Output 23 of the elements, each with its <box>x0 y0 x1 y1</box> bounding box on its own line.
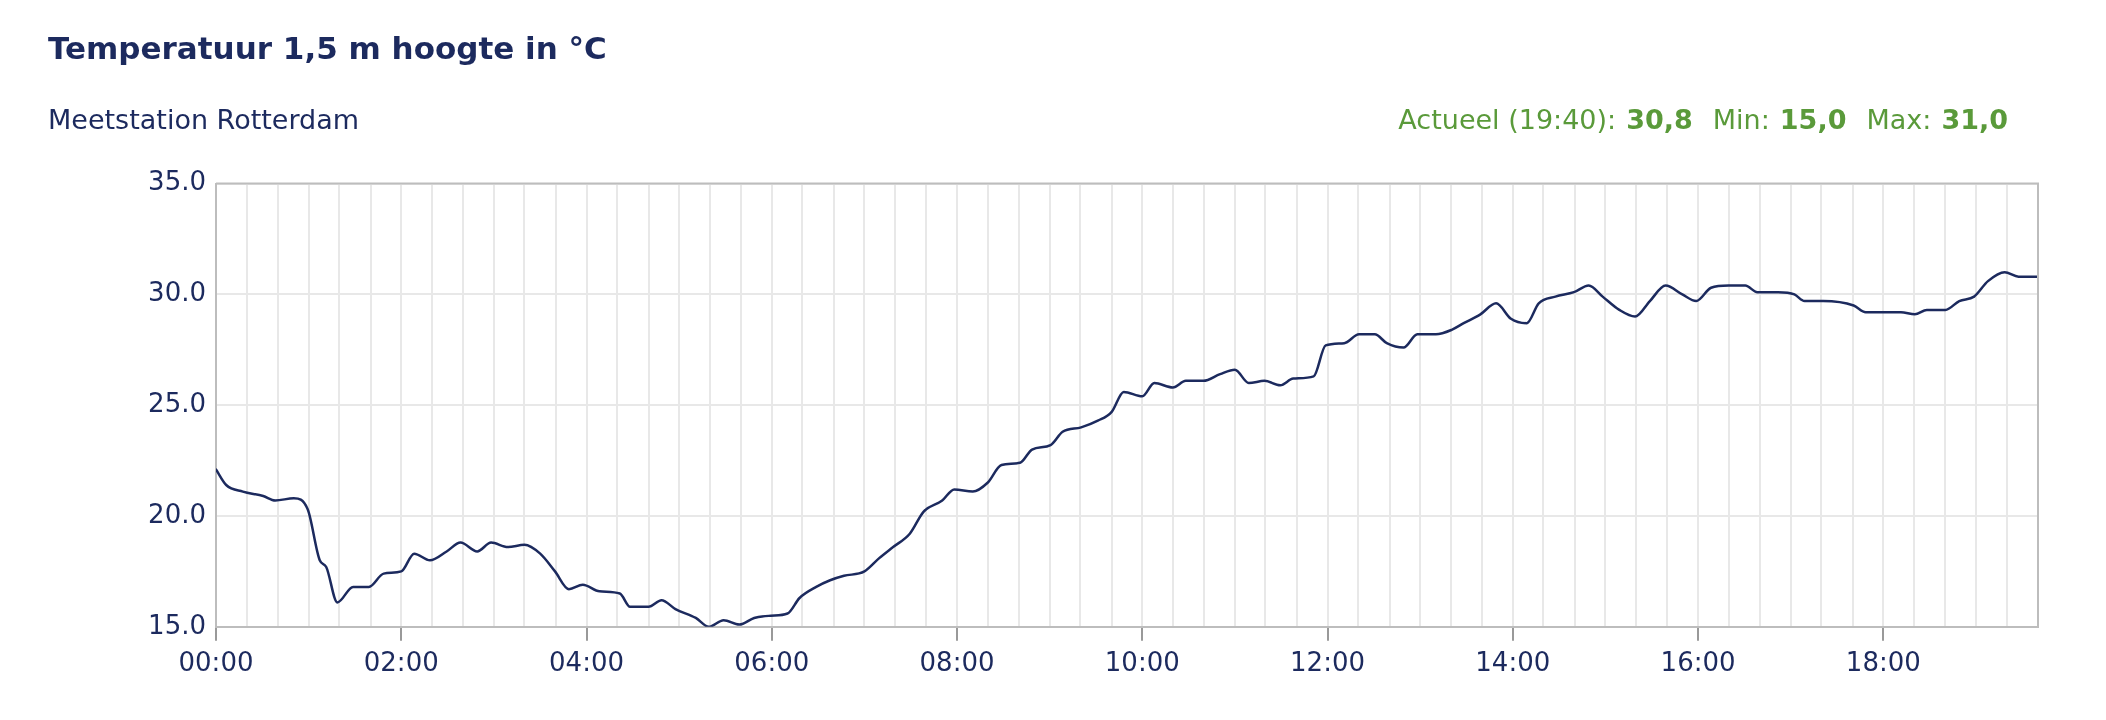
text: 30,8 <box>1626 104 1693 135</box>
x-tick-label: 06:00 <box>734 647 810 678</box>
x-tick-label: 00:00 <box>178 647 254 678</box>
y-tick-label: 25.0 <box>148 387 206 418</box>
text: 15,0 <box>1779 104 1847 135</box>
chart-subtitle: Meetstation Rotterdam <box>48 104 360 135</box>
x-tick-label: 02:00 <box>363 647 439 678</box>
text: Actueel (19:40): <box>1398 104 1617 135</box>
x-tick-label: 08:00 <box>919 647 995 678</box>
y-tick-label: 30.0 <box>148 277 206 308</box>
x-tick-label: 12:00 <box>1290 647 1366 678</box>
x-tick-label: 16:00 <box>1660 647 1736 678</box>
y-tick-label: 35.0 <box>148 166 206 197</box>
x-tick-label: 18:00 <box>1845 647 1921 678</box>
x-tick-label: 10:00 <box>1104 647 1180 678</box>
x-tick-label: 14:00 <box>1475 647 1551 678</box>
chart-title: Temperatuur 1,5 m hoogte in °C <box>48 30 607 66</box>
text: Max: <box>1866 104 1932 135</box>
x-tick-label: 04:00 <box>549 647 624 678</box>
y-tick-label: 20.0 <box>148 498 206 529</box>
text: 31,0 <box>1941 104 2008 135</box>
text: Min: <box>1712 104 1770 135</box>
y-tick-label: 15.0 <box>148 609 206 640</box>
